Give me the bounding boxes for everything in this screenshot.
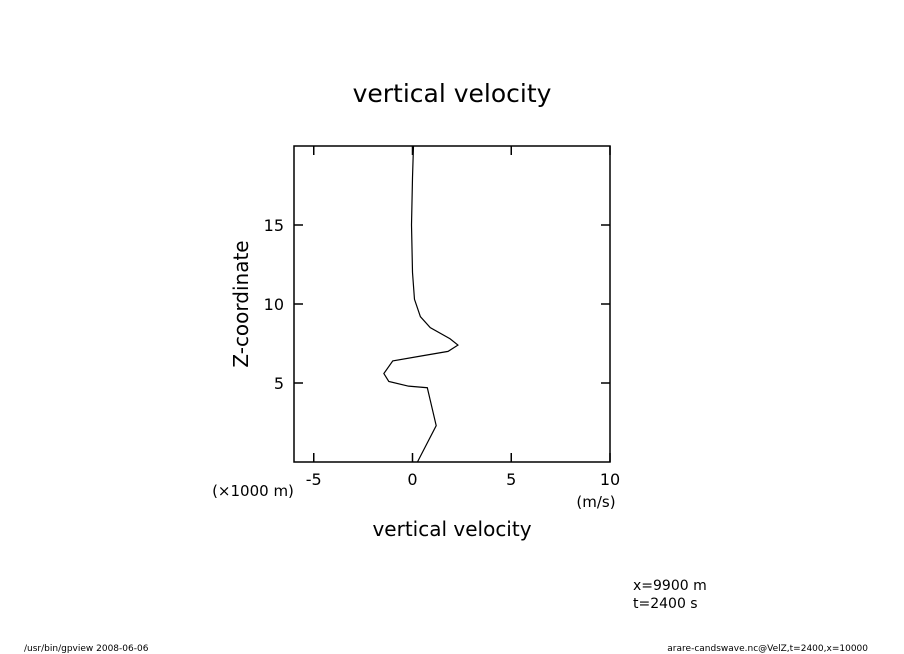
x-axis-label: vertical velocity	[372, 517, 531, 541]
footer-left: /usr/bin/gpview 2008-06-06	[24, 644, 149, 654]
x-axis-units: (m/s)	[576, 493, 615, 511]
y-tick-label: 15	[264, 216, 284, 235]
y-tick-label: 10	[264, 295, 284, 314]
chart-title: vertical velocity	[353, 79, 552, 108]
footer-right: arare-candswave.nc@VelZ,t=2400,x=10000	[667, 644, 868, 654]
x-tick-label: 10	[600, 470, 620, 489]
y-axis-units: (×1000 m)	[212, 482, 294, 500]
x-tick-label: -5	[306, 470, 322, 489]
y-tick-label: 5	[274, 374, 284, 393]
annotation: t=2400 s	[633, 596, 698, 612]
annotation: x=9900 m	[633, 578, 707, 594]
profile-line	[383, 145, 459, 463]
x-tick-label: 5	[506, 470, 516, 489]
y-axis-label: Z-coordinate	[229, 240, 253, 367]
x-tick-label: 0	[407, 470, 417, 489]
plot-frame	[293, 145, 611, 463]
